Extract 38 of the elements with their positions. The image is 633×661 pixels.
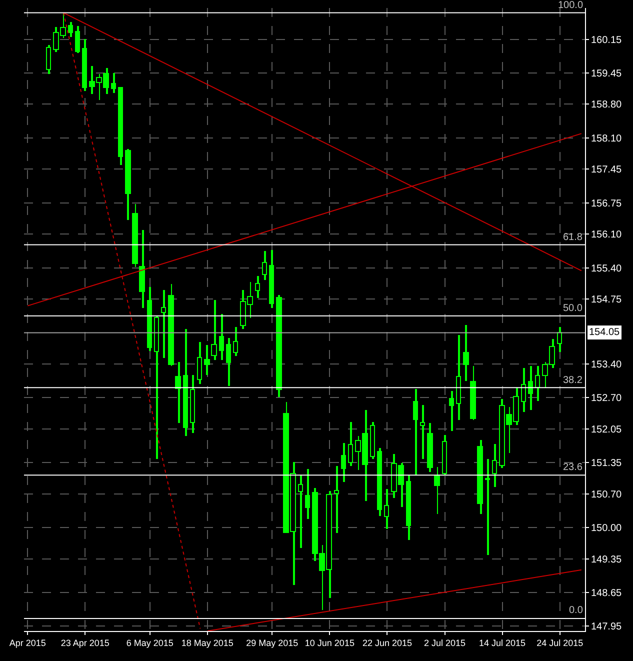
x-tick-label: Apr 2015 [9,638,46,648]
x-tick-label: 2 Jul 2015 [424,638,466,648]
y-tick-label: 155.40 [591,263,622,274]
annotation: 61.8 [563,232,583,243]
y-tick-label: 147.95 [591,622,622,633]
x-tick-label: 14 Jul 2015 [479,638,526,648]
y-tick-label: 152.70 [591,393,622,404]
candlestick [485,459,490,555]
x-tick-label: 29 May 2015 [246,638,298,648]
x-tick-label: 6 May 2015 [126,638,174,648]
y-tick-label: 156.10 [591,230,622,241]
y-tick-label: 149.35 [591,554,622,566]
y-tick-label: 158.10 [591,133,622,144]
y-tick-label: 157.45 [591,164,622,176]
y-tick-label: 148.65 [591,588,622,600]
y-tick-label: 158.80 [591,100,622,111]
y-tick-label: 151.35 [591,458,622,470]
ref-line-label: 154.05 [589,327,620,338]
annotation: 100.0 [558,0,584,11]
y-tick-label: 159.45 [591,68,622,80]
annotation: 50.0 [563,303,583,314]
y-tick-label: 154.75 [591,294,622,306]
candlestick [420,405,425,459]
y-tick-label: 153.40 [591,360,622,370]
y-tick-label: 160.15 [591,34,622,46]
y-tick-label: 156.75 [591,198,622,210]
x-tick-label: 24 Jul 2015 [536,638,584,648]
annotation: 38.2 [563,375,583,386]
candlestick [334,466,339,533]
annotation: 23.6 [563,462,583,473]
x-tick-label: 23 Apr 2015 [60,638,110,648]
y-tick-label: 150.70 [591,489,622,500]
x-tick-label: 22 Jun 2015 [362,638,412,648]
y-tick-label: 150.00 [591,523,622,534]
y-tick-label: 152.05 [591,424,622,436]
annotation: 0.0 [569,605,584,616]
x-tick-label: 18 May 2015 [181,638,234,648]
x-tick-label: 10 Jun 2015 [304,638,354,648]
